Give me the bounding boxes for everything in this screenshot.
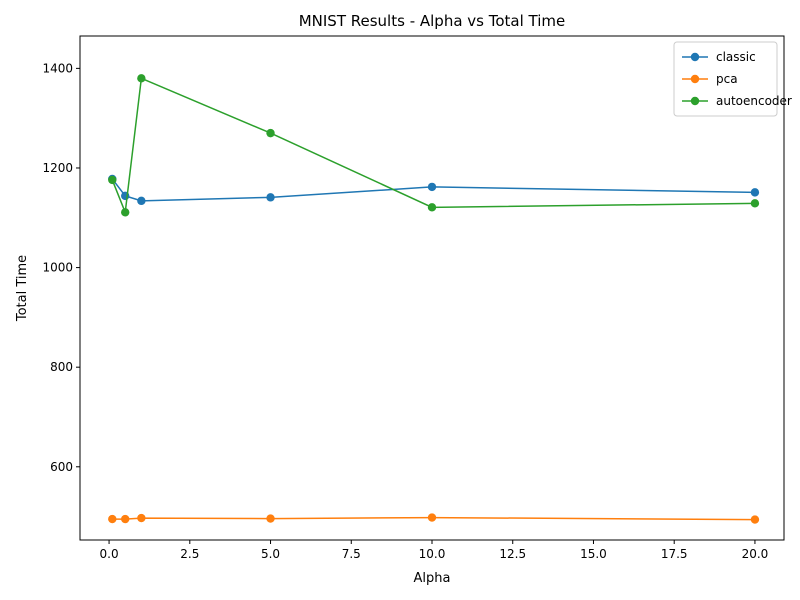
data-point-autoencoder [427,203,437,212]
legend-label: pca [716,72,738,86]
y-tick-label: 1400 [42,61,73,75]
plot-area [108,74,760,524]
data-point-pca [108,514,117,524]
x-tick-label: 20.0 [742,547,769,561]
data-point-autoencoder [121,208,130,217]
legend-label: classic [716,50,756,64]
legend-item-classic: classic [682,50,756,64]
y-tick-label: 1000 [42,261,73,275]
x-tick-label: 2.5 [180,547,199,561]
x-tick-label: 17.5 [661,547,688,561]
data-point-classic [750,188,760,197]
data-point-classic [266,193,275,202]
legend-marker [690,52,700,62]
x-axis-label: Alpha [414,571,451,586]
legend-item-autoencoder: autoencoder [682,94,792,108]
data-point-pca [427,513,437,522]
series-line-autoencoder [111,77,755,213]
x-tick-label: 12.5 [499,547,526,561]
x-axis-ticks: 0.0 2.5 5.0 7.5 10.0 12.5 15.0 17.5 20.0 [100,540,769,561]
legend-box [673,41,778,117]
legend-marker [690,96,700,106]
y-axis-ticks: 600 800 1000 1200 1400 [42,61,80,474]
y-axis-label: Total Time [15,255,30,322]
series-pca [108,513,760,524]
y-tick-label: 600 [50,460,73,474]
data-point-classic [137,196,146,206]
data-point-pca [137,513,146,523]
legend-marker [690,74,700,84]
x-tick-label: 10.0 [419,547,446,561]
y-tick-label: 1200 [42,161,73,175]
data-point-pca [266,514,275,523]
x-tick-label: 15.0 [580,547,607,561]
data-point-pca [121,514,130,524]
data-point-pca [750,515,760,524]
series-autoencoder [108,74,760,217]
legend: classic pca autoencoder [673,41,792,117]
x-tick-label: 7.5 [342,547,361,561]
chart-title: MNIST Results - Alpha vs Total Time [299,12,566,30]
data-point-autoencoder [266,128,275,138]
y-tick-label: 800 [50,360,73,374]
data-point-autoencoder [137,74,146,83]
data-point-autoencoder [750,199,760,208]
x-tick-label: 5.0 [261,547,280,561]
legend-label: autoencoder [716,94,792,108]
data-point-classic [427,182,437,192]
data-point-autoencoder [108,175,117,185]
x-tick-label: 0.0 [100,547,119,561]
legend-item-pca: pca [682,72,738,86]
